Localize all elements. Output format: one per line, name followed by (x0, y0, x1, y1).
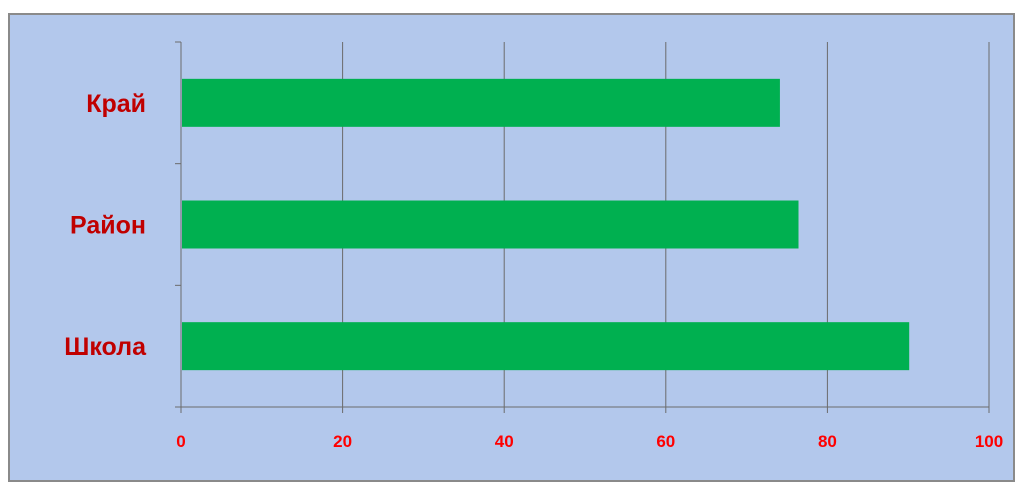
bars (182, 78, 910, 371)
category-label: Район (70, 212, 146, 240)
x-tick-label: 0 (176, 432, 185, 451)
category-label: Край (86, 90, 146, 118)
bar-chart: 0 20 40 60 80 100 Край Район Школа (64, 41, 1003, 451)
bar-1 (182, 78, 780, 127)
labels: 0 20 40 60 80 100 Край Район Школа (64, 90, 1003, 451)
x-tick-label: 40 (495, 432, 514, 451)
bar-2 (182, 200, 799, 249)
chart-area: 0 20 40 60 80 100 Край Район Школа (8, 13, 1015, 482)
x-tick-label: 100 (975, 432, 1003, 451)
bar-3 (182, 322, 910, 371)
x-tick-label: 80 (818, 432, 837, 451)
x-tick-label: 60 (656, 432, 675, 451)
axes (175, 41, 990, 413)
x-tick-label: 20 (333, 432, 352, 451)
category-label: Школа (64, 333, 147, 361)
